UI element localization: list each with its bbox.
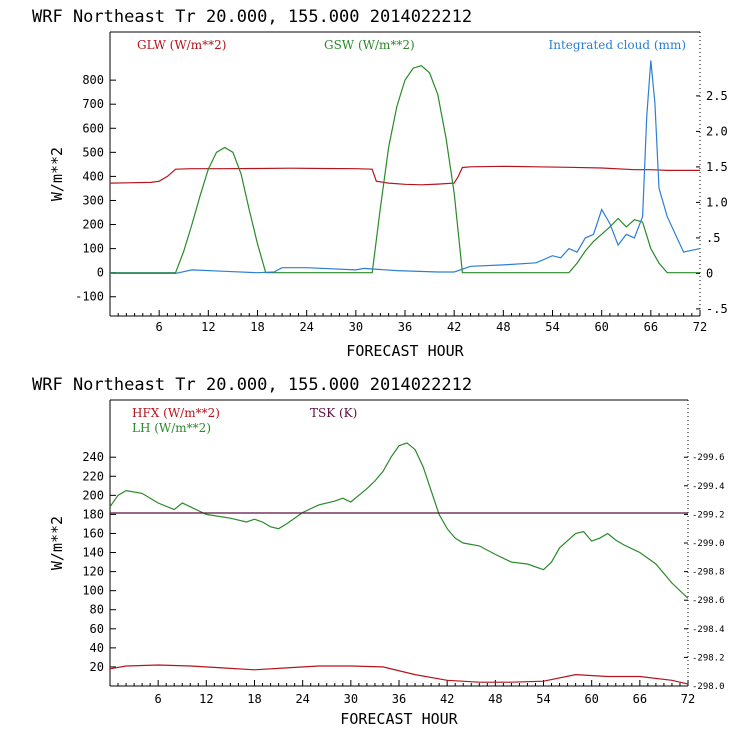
series-line [109,165,700,186]
series-line [110,65,700,274]
y2-tick-label: 2.5 [706,89,728,103]
x-tick-label: 6 [156,320,163,334]
legend-entry: Integrated cloud (mm) [548,38,686,52]
x-tick-label: 12 [201,320,215,334]
y-tick-label: 700 [82,97,104,111]
x-tick-label: 72 [681,692,695,706]
x-tick-label: 42 [447,320,461,334]
y-tick-label: 220 [82,469,104,483]
y-tick-label: 80 [90,603,104,617]
y2-tick-label: 1.5 [706,160,728,174]
y2-tick-label: 1.0 [706,195,728,209]
y-tick-label: 500 [82,145,104,159]
y2-tick-label: 0 [706,266,713,280]
x-tick-label: 36 [392,692,406,706]
x-tick-label: 66 [644,320,658,334]
y-tick-label: -100 [75,290,104,304]
chart-title: WRF Northeast Tr 20.000, 155.000 2014022… [32,7,472,27]
x-tick-label: 36 [398,320,412,334]
y2-tick-label: -.5 [706,302,728,316]
x-axis-title: FORECAST HOUR [346,342,464,360]
x-tick-label: 30 [344,692,358,706]
y-tick-label: 800 [82,73,104,87]
x-tick-label: 18 [250,320,264,334]
chart-top: WRF Northeast Tr 20.000, 155.000 2014022… [32,7,728,360]
x-tick-label: 12 [199,692,213,706]
x-tick-label: 24 [299,320,313,334]
y-tick-label: 160 [82,526,104,540]
y-tick-label: 180 [82,507,104,521]
legend-entry: LH (W/m**2) [132,421,211,435]
y2-tick-label: -298.4 [692,625,725,635]
y2-tick-label: -298.6 [692,596,725,606]
series-line [110,60,701,274]
y2-tick-label: -299.2 [692,510,725,520]
y-axis-title: W/m**2 [48,147,66,201]
y-tick-label: 140 [82,546,104,560]
y-tick-label: 200 [82,218,104,232]
y2-tick-label: .5 [706,231,720,245]
x-tick-label: 42 [440,692,454,706]
y2-tick-label: 2.0 [706,124,728,138]
x-tick-label: 18 [247,692,261,706]
y2-tick-label: -298.8 [692,568,725,578]
series-line [109,442,689,599]
series-line [109,664,689,685]
x-tick-label: 6 [155,692,162,706]
y-tick-label: 40 [90,641,104,655]
y-tick-label: 200 [82,488,104,502]
x-tick-label: 48 [488,692,502,706]
x-tick-label: 72 [693,320,707,334]
legend-entry: GSW (W/m**2) [324,38,415,52]
y-tick-label: 240 [82,450,104,464]
x-tick-label: 66 [633,692,647,706]
x-tick-label: 60 [584,692,598,706]
y-axis-title: W/m**2 [48,516,66,570]
x-tick-label: 60 [594,320,608,334]
x-tick-label: 54 [545,320,559,334]
chart-title: WRF Northeast Tr 20.000, 155.000 2014022… [32,375,472,395]
x-tick-label: 24 [295,692,309,706]
y-tick-label: 600 [82,121,104,135]
x-tick-label: 30 [349,320,363,334]
y2-tick-label: -299.4 [692,482,725,492]
y-tick-label: 300 [82,193,104,207]
legend-entry: HFX (W/m**2) [132,406,220,420]
y2-tick-label: -298.2 [692,653,725,663]
x-tick-label: 54 [536,692,550,706]
y-tick-label: 0 [97,266,104,280]
y2-tick-label: -299.0 [692,539,725,549]
x-tick-label: 48 [496,320,510,334]
legend-entry: TSK (K) [310,406,357,420]
legend-entry: GLW (W/m**2) [137,38,226,52]
y2-tick-label: -298.0 [692,682,725,692]
y-tick-label: 100 [82,242,104,256]
y2-tick-label: -299.6 [692,453,725,463]
y-tick-label: 120 [82,565,104,579]
y-tick-label: 100 [82,584,104,598]
chart-bottom: WRF Northeast Tr 20.000, 155.000 2014022… [32,375,725,728]
x-axis-title: FORECAST HOUR [340,710,458,728]
y-tick-label: 20 [90,660,104,674]
y-tick-label: 400 [82,169,104,183]
y-tick-label: 60 [90,622,104,636]
